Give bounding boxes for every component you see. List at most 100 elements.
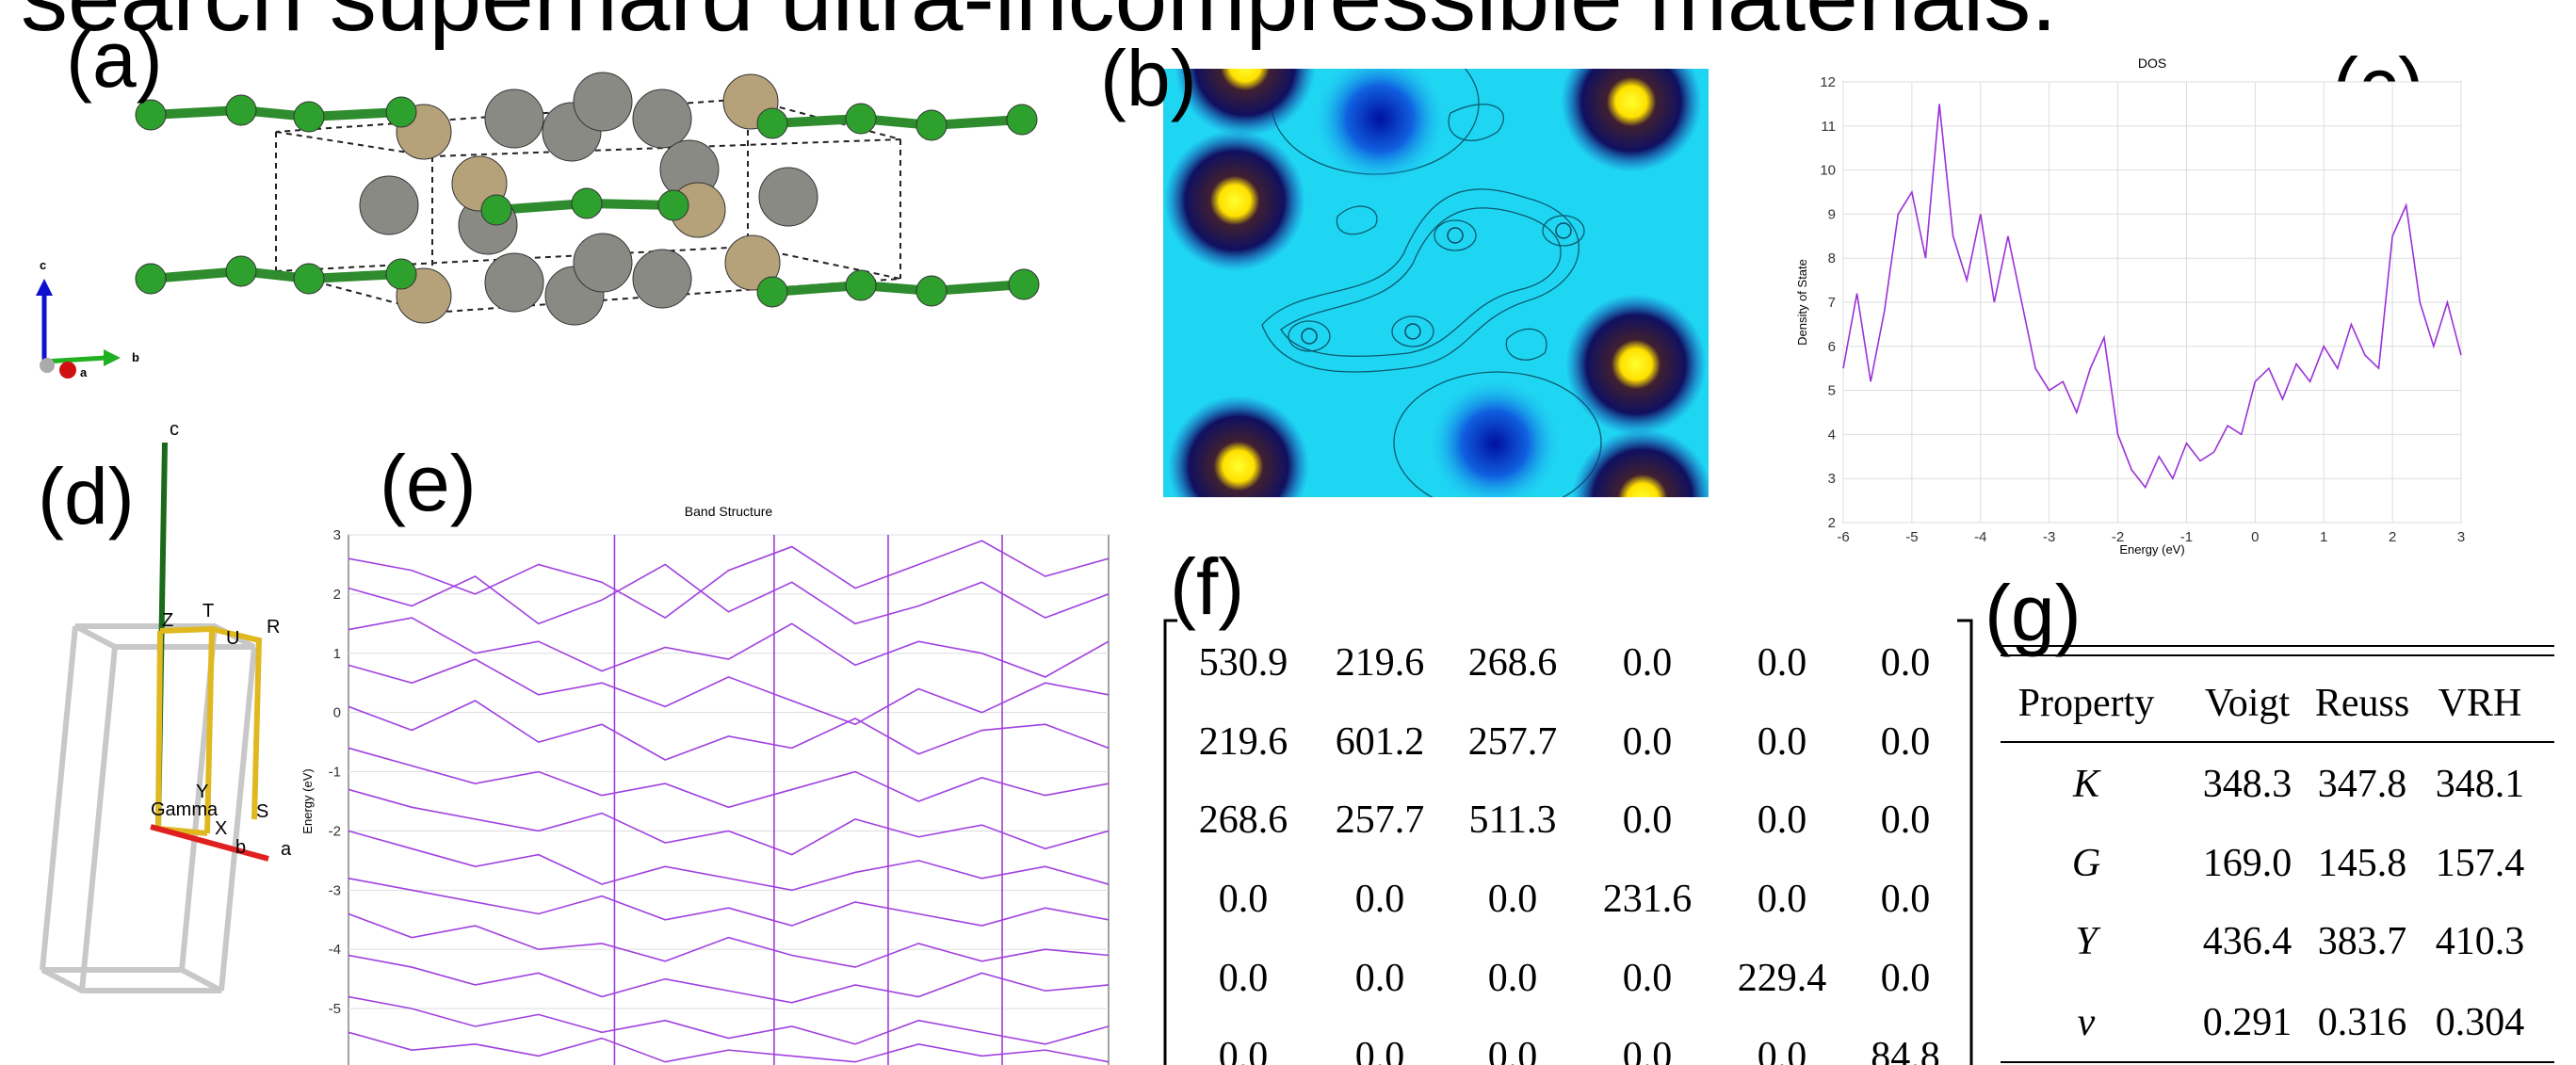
matrix-cell: 219.6 (1336, 641, 1425, 685)
matrix-cell: 257.7 (1336, 799, 1425, 842)
y-tick-label: 5 (1828, 383, 1836, 399)
matrix-cell: 0.0 (1623, 799, 1673, 842)
matrix-cell: 0.0 (1355, 957, 1405, 1000)
table-cell: 145.8 (2318, 842, 2407, 885)
matrix-cell: 0.0 (1488, 878, 1538, 921)
matrix-cell: 0.0 (1881, 720, 1931, 764)
x-tick-label: -5 (1905, 529, 1918, 545)
panel-label: (a) (66, 15, 163, 104)
y-tick-label: -4 (329, 942, 341, 958)
x-tick-label: -1 (2180, 529, 2193, 545)
matrix-cell: 268.6 (1468, 641, 1558, 685)
bz-label: S (256, 801, 268, 822)
matrix-cell: 0.0 (1488, 1035, 1538, 1065)
matrix-cell: 0.0 (1623, 720, 1673, 764)
y-tick-label: 10 (1820, 163, 1836, 179)
matrix-cell: 0.0 (1488, 957, 1538, 1000)
y-tick-label: -5 (329, 1001, 341, 1017)
plot-area (348, 535, 1109, 1065)
axis-label: c (40, 258, 46, 272)
matrix-cell: 229.4 (1738, 957, 1827, 1000)
x-axis-label: Energy (eV) (2119, 542, 2184, 557)
bz-label: R (267, 617, 280, 637)
y-tick-label: -1 (329, 765, 341, 781)
table-cell: 348.1 (2436, 763, 2525, 806)
contour-map (1163, 0, 1713, 570)
matrix-cell: 257.7 (1468, 720, 1558, 764)
x-tick-label: 3 (2457, 529, 2465, 545)
matrix-cell: 601.2 (1336, 720, 1425, 764)
table-cell: 348.3 (2203, 763, 2292, 806)
y-tick-label: 11 (1821, 119, 1836, 135)
y-tick-label: -2 (329, 823, 341, 839)
axis-label: a (80, 365, 88, 379)
bz-label: Z (162, 610, 173, 631)
y-tick-label: 9 (1828, 206, 1836, 222)
table-cell: G (2072, 842, 2100, 885)
matrix-cell: 0.0 (1758, 878, 1807, 921)
x-tick-label: -4 (1974, 529, 1986, 545)
matrix-cell: 0.0 (1881, 957, 1931, 1000)
table-cell: 347.8 (2318, 763, 2407, 806)
matrix-cell: 0.0 (1881, 799, 1931, 842)
matrix-cell: 0.0 (1219, 1035, 1269, 1065)
matrix-cell: 0.0 (1219, 957, 1269, 1000)
y-tick-label: 0 (333, 705, 341, 721)
matrix-cell: 0.0 (1758, 799, 1807, 842)
y-tick-label: 4 (1828, 427, 1836, 443)
matrix-cell: 219.6 (1199, 720, 1288, 764)
bz-label: T (203, 601, 214, 621)
table-header: Property (2018, 682, 2155, 725)
y-tick-label: 2 (1828, 515, 1836, 531)
axis-triad (36, 279, 121, 379)
figure: search superhard ultra-incompressible ma… (0, 0, 2576, 1065)
matrix-cell: 530.9 (1199, 641, 1288, 685)
matrix-cell: 84.8 (1871, 1035, 1940, 1065)
y-tick-label: 3 (1828, 471, 1836, 487)
x-tick-label: -3 (2043, 529, 2055, 545)
table-cell: Y (2075, 920, 2101, 963)
matrix-cell: 0.0 (1881, 878, 1931, 921)
table-cell: 0.316 (2318, 1001, 2407, 1044)
matrix-cell: 0.0 (1623, 641, 1673, 685)
panel-label: (b) (1100, 34, 1197, 122)
axis-label: b (132, 350, 139, 364)
table-header: Reuss (2315, 682, 2409, 725)
table-cell: 157.4 (2436, 842, 2525, 885)
y-tick-label: 8 (1828, 250, 1836, 266)
bz-label: a (281, 839, 292, 860)
table-cell: 0.291 (2203, 1001, 2292, 1044)
table-header: VRH (2438, 682, 2522, 725)
figure-title: search superhard ultra-incompressible ma… (21, 0, 2057, 51)
matrix-cell: 0.0 (1758, 641, 1807, 685)
matrix-cell: 268.6 (1199, 799, 1288, 842)
x-tick-label: 1 (2320, 529, 2327, 545)
x-tick-label: 2 (2389, 529, 2396, 545)
bz-label: b (235, 837, 246, 858)
matrix-cell: 0.0 (1758, 720, 1807, 764)
matrix-cell: 231.6 (1603, 878, 1693, 921)
matrix-cell: 0.0 (1219, 878, 1269, 921)
table-cell: ν (2078, 1001, 2096, 1044)
matrix-cell: 511.3 (1469, 799, 1557, 842)
panel-label: (g) (1985, 569, 2082, 657)
matrix-bracket (1957, 621, 1971, 1065)
bz-label: U (226, 628, 239, 649)
panel-label: (e) (380, 439, 477, 527)
y-axis-label: Energy (eV) (300, 768, 315, 833)
y-tick-label: 2 (333, 587, 341, 603)
table-header: Voigt (2205, 682, 2291, 725)
y-tick-label: 1 (333, 646, 341, 662)
table-cell: 169.0 (2203, 842, 2292, 885)
bz-label: c (170, 419, 179, 440)
table-cell: 383.7 (2318, 920, 2407, 963)
x-tick-label: -6 (1837, 529, 1849, 545)
panel-label: (d) (38, 452, 135, 541)
chart-title: Band Structure (685, 504, 773, 519)
table-cell: 0.304 (2436, 1001, 2525, 1044)
matrix-cell: 0.0 (1881, 641, 1931, 685)
bz-labels: c T Z U R Y b Gamma X S a (151, 419, 292, 860)
panel-label: (f) (1170, 542, 1244, 631)
y-tick-label: 3 (333, 527, 341, 543)
y-tick-label: 12 (1820, 74, 1836, 90)
